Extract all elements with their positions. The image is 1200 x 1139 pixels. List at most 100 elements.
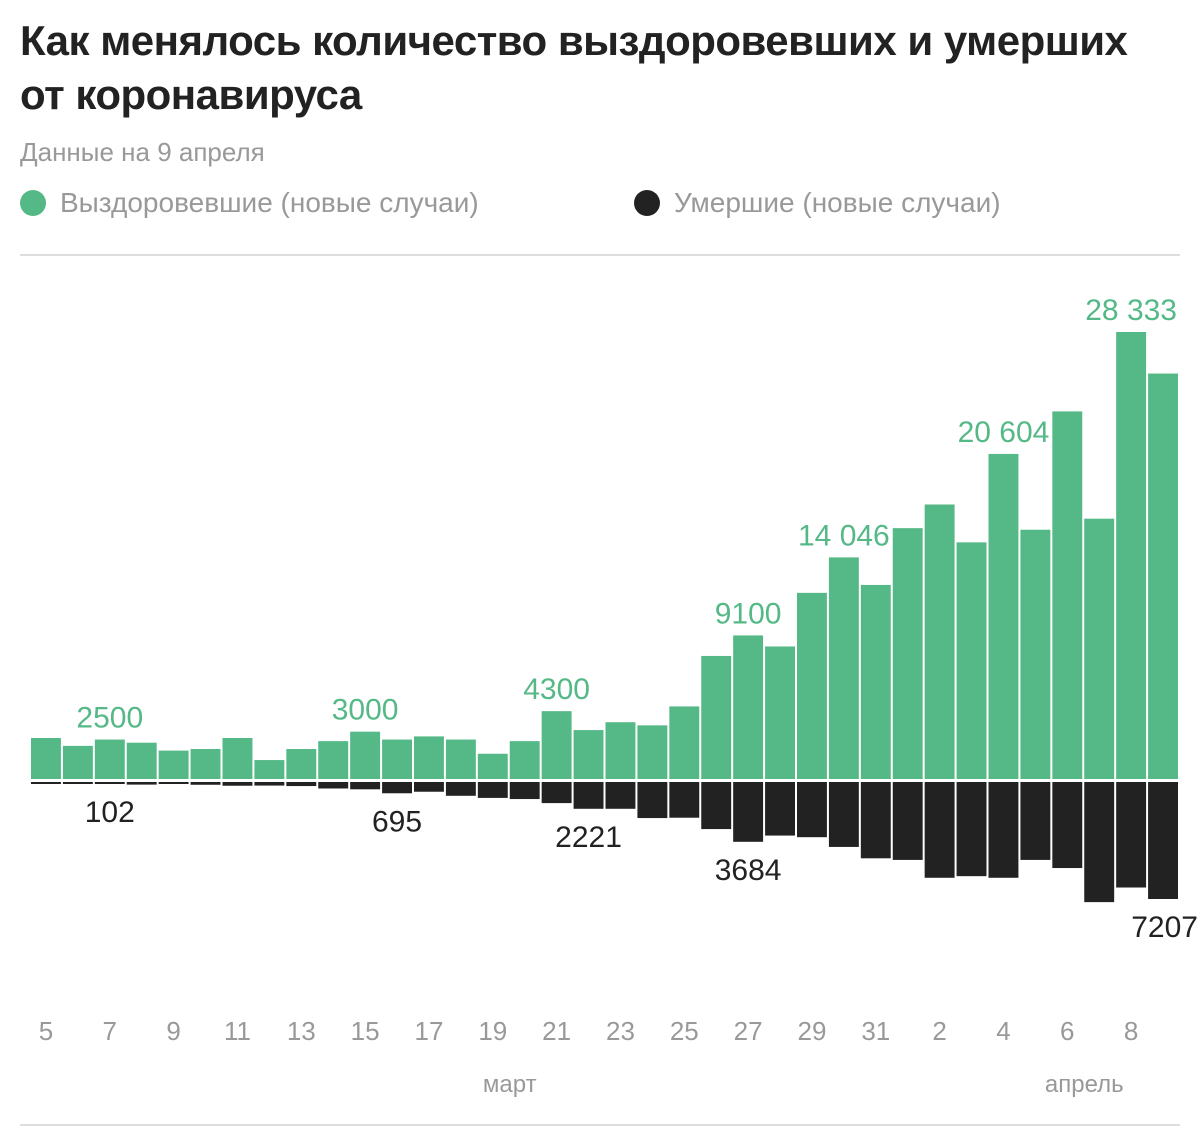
bar-recovered: [382, 739, 412, 779]
bar-recovered: [1052, 411, 1083, 779]
bar-recovered: [956, 542, 987, 779]
data-label-deaths: 695: [372, 805, 422, 838]
x-tick-label: 23: [606, 1016, 635, 1046]
bar-recovered: [94, 739, 125, 779]
bar-recovered: [765, 646, 795, 779]
top-divider: [20, 254, 1180, 256]
bar-recovered: [190, 749, 221, 779]
bar-deaths: [541, 782, 572, 804]
x-tick-label: 8: [1124, 1016, 1138, 1046]
bar-recovered: [126, 742, 157, 779]
data-label-deaths: 102: [85, 796, 135, 829]
x-tick-label: 15: [351, 1016, 380, 1046]
bar-deaths: [222, 782, 253, 786]
bar-deaths: [286, 782, 317, 787]
bar-recovered: [797, 592, 827, 779]
bar-recovered: [286, 749, 317, 779]
bar-deaths: [94, 782, 125, 784]
data-label-deaths: 3684: [715, 854, 782, 887]
legend-label-recovered: Выздоровевшие (новые случаи): [60, 187, 479, 218]
legend-dot-recovered-icon: [20, 190, 46, 216]
bar-deaths: [1148, 782, 1178, 899]
x-tick-label: 5: [39, 1016, 53, 1046]
bar-deaths: [254, 782, 285, 786]
x-tick-label: 13: [287, 1016, 316, 1046]
x-tick-label: 6: [1060, 1016, 1074, 1046]
bar-recovered: [318, 741, 349, 779]
x-tick-label: 27: [734, 1016, 763, 1046]
bar-recovered: [573, 730, 604, 779]
data-label-recovered: 28 333: [1085, 294, 1177, 327]
bar-deaths: [318, 782, 349, 789]
bar-recovered: [222, 737, 253, 779]
bar-recovered: [860, 584, 891, 779]
bar-recovered: [62, 745, 93, 779]
x-tick-label: 19: [478, 1016, 507, 1046]
chart-subtitle: Данные на 9 апреля: [20, 137, 265, 167]
bar-recovered: [605, 722, 636, 779]
bar-deaths: [892, 782, 923, 860]
bar-recovered: [414, 736, 444, 779]
bar-deaths: [158, 782, 189, 784]
bar-deaths: [477, 782, 508, 798]
bar-deaths: [797, 782, 827, 838]
x-tick-label: 21: [542, 1016, 571, 1046]
x-tick-label: 29: [797, 1016, 826, 1046]
bar-recovered: [158, 750, 189, 779]
bar-deaths: [509, 782, 540, 800]
bar-recovered: [254, 760, 285, 779]
bar-recovered: [892, 528, 923, 779]
bar-recovered: [701, 655, 732, 779]
legend-item-deaths: Умершие (новые случаи): [634, 186, 1001, 220]
bar-recovered: [637, 725, 668, 779]
bar-recovered: [924, 504, 955, 779]
bar-deaths: [573, 782, 604, 809]
bar-deaths: [765, 782, 795, 836]
month-label: апрель: [1045, 1071, 1124, 1098]
data-label-deaths: 2221: [555, 821, 622, 854]
legend-item-recovered: Выздоровевшие (новые случаи): [20, 186, 479, 220]
bar-recovered: [541, 711, 572, 779]
bar-deaths: [924, 782, 955, 878]
bar-recovered: [1084, 518, 1115, 779]
bar-recovered: [1116, 332, 1147, 779]
bar-deaths: [382, 782, 412, 794]
bar-deaths: [988, 782, 1019, 878]
x-tick-label: 25: [670, 1016, 699, 1046]
legend-dot-deaths-icon: [634, 190, 660, 216]
bar-recovered: [1020, 529, 1051, 779]
data-label-recovered: 4300: [523, 673, 590, 706]
bar-recovered: [733, 635, 764, 779]
data-label-recovered: 3000: [332, 694, 399, 727]
x-tick-label: 9: [166, 1016, 180, 1046]
bar-recovered: [828, 557, 859, 779]
data-label-recovered: 2500: [76, 702, 143, 735]
bar-recovered: [350, 731, 381, 779]
x-tick-label: 4: [996, 1016, 1010, 1046]
bar-deaths: [31, 782, 61, 784]
data-label-recovered: 14 046: [798, 519, 890, 552]
bar-deaths: [62, 782, 93, 784]
bar-recovered: [509, 741, 540, 779]
bar-recovered: [1148, 373, 1178, 779]
bar-deaths: [445, 782, 476, 796]
x-tick-label: 31: [861, 1016, 890, 1046]
bar-recovered: [477, 753, 508, 779]
x-tick-label: 17: [414, 1016, 443, 1046]
data-label-recovered: 20 604: [958, 416, 1050, 449]
x-tick-label: 7: [103, 1016, 117, 1046]
chart-title: Как менялось количество выздоровевших и …: [20, 17, 1128, 118]
data-label-deaths: 7207: [1131, 911, 1198, 944]
x-tick-label: 2: [932, 1016, 946, 1046]
x-tick-label: 11: [224, 1016, 251, 1046]
bar-deaths: [637, 782, 668, 819]
bar-deaths: [190, 782, 221, 785]
bar-deaths: [669, 782, 700, 818]
bottom-divider: [20, 1124, 1180, 1126]
bar-deaths: [1020, 782, 1051, 860]
bar-deaths: [956, 782, 987, 877]
legend-label-deaths: Умершие (новые случаи): [674, 187, 1001, 218]
bar-deaths: [1052, 782, 1083, 869]
bar-recovered: [669, 706, 700, 779]
